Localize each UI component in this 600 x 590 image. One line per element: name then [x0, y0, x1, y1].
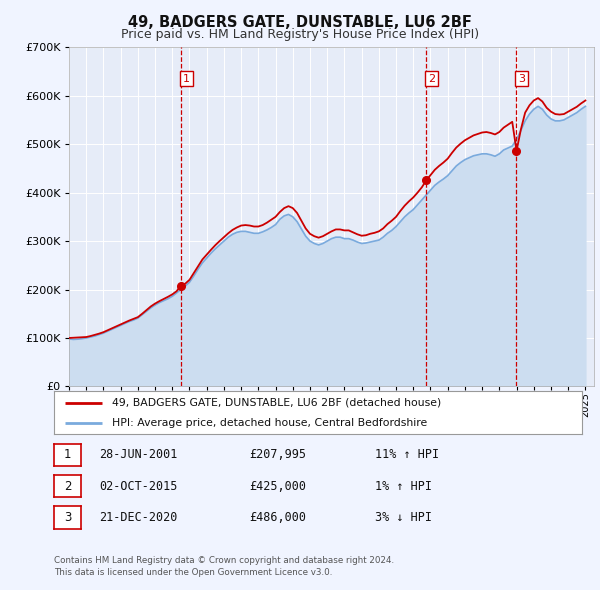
Text: 11% ↑ HPI: 11% ↑ HPI — [375, 448, 439, 461]
Text: 3: 3 — [518, 74, 525, 84]
Text: 1: 1 — [64, 448, 71, 461]
Text: HPI: Average price, detached house, Central Bedfordshire: HPI: Average price, detached house, Cent… — [112, 418, 427, 428]
Text: Contains HM Land Registry data © Crown copyright and database right 2024.
This d: Contains HM Land Registry data © Crown c… — [54, 556, 394, 577]
Text: 2: 2 — [64, 480, 71, 493]
Text: 2: 2 — [428, 74, 436, 84]
Text: 28-JUN-2001: 28-JUN-2001 — [99, 448, 178, 461]
Text: Price paid vs. HM Land Registry's House Price Index (HPI): Price paid vs. HM Land Registry's House … — [121, 28, 479, 41]
Text: 49, BADGERS GATE, DUNSTABLE, LU6 2BF: 49, BADGERS GATE, DUNSTABLE, LU6 2BF — [128, 15, 472, 30]
Text: 1: 1 — [183, 74, 190, 84]
Text: 21-DEC-2020: 21-DEC-2020 — [99, 511, 178, 524]
Text: 1% ↑ HPI: 1% ↑ HPI — [375, 480, 432, 493]
Text: 02-OCT-2015: 02-OCT-2015 — [99, 480, 178, 493]
Text: £486,000: £486,000 — [249, 511, 306, 524]
Text: £425,000: £425,000 — [249, 480, 306, 493]
Text: 3: 3 — [64, 511, 71, 524]
Text: 3% ↓ HPI: 3% ↓ HPI — [375, 511, 432, 524]
Text: £207,995: £207,995 — [249, 448, 306, 461]
Text: 49, BADGERS GATE, DUNSTABLE, LU6 2BF (detached house): 49, BADGERS GATE, DUNSTABLE, LU6 2BF (de… — [112, 398, 442, 408]
